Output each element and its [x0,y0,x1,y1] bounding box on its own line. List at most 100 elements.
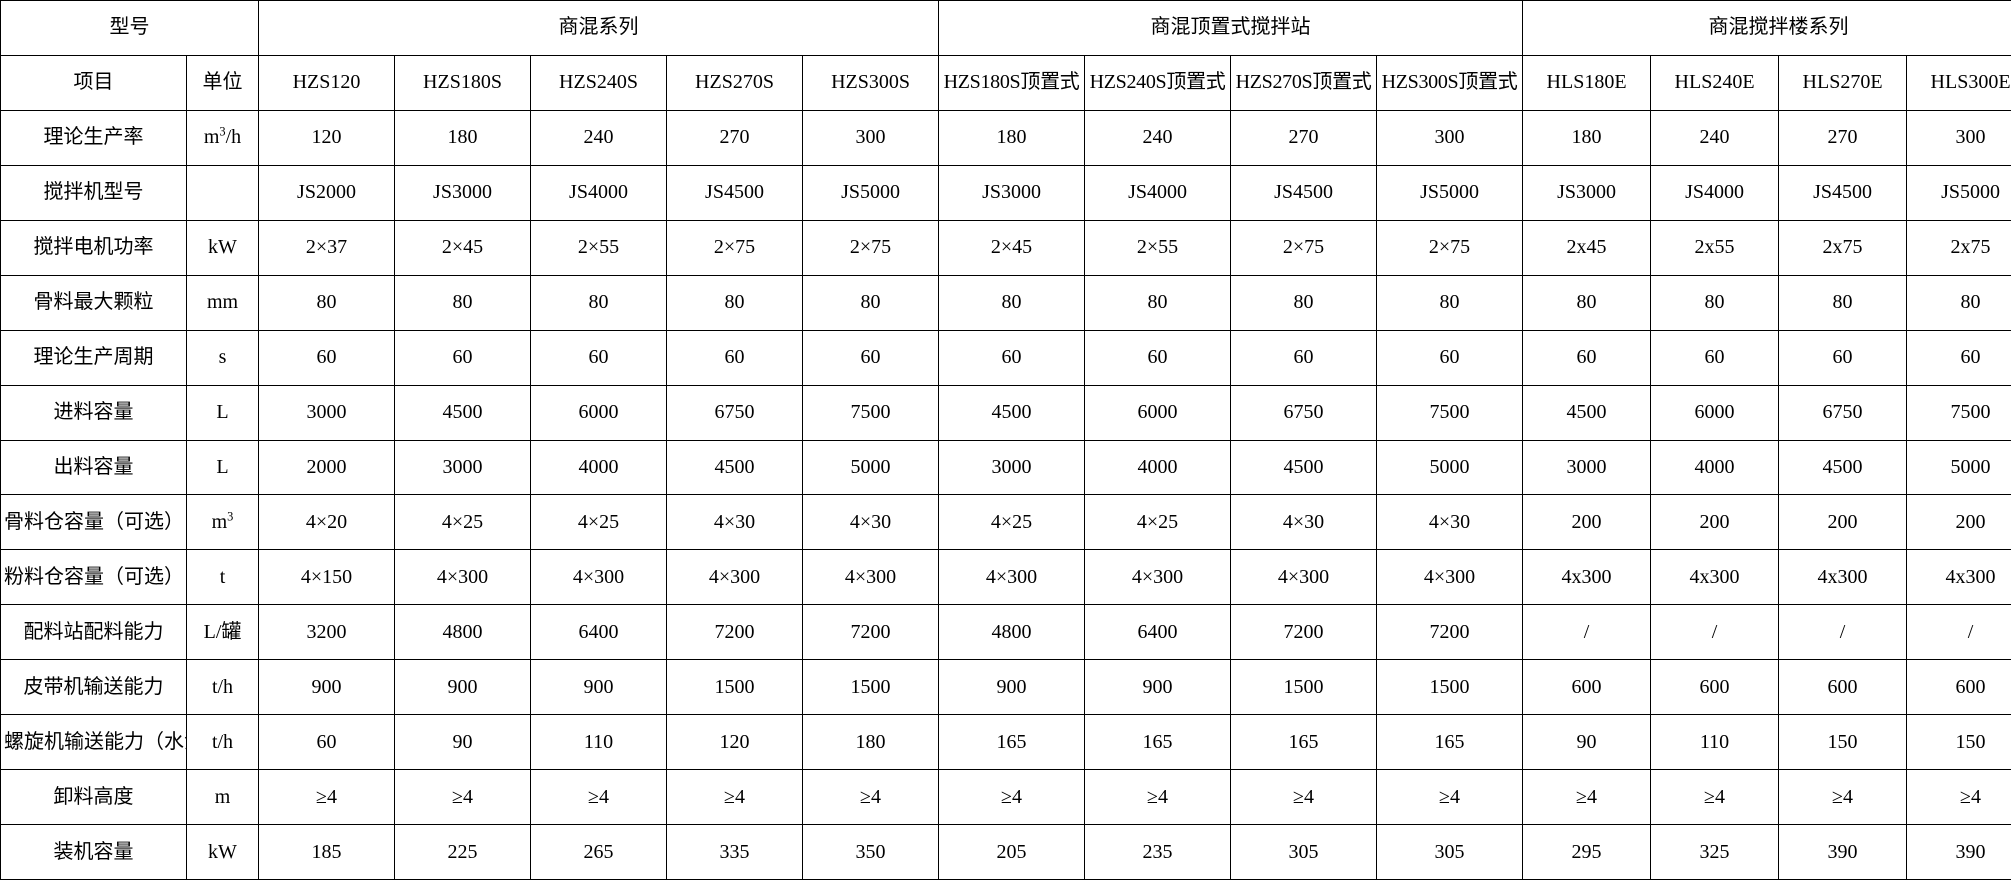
cell-hzs180s: 4500 [394,384,531,441]
cell-hzs240s顶置式: 4×25 [1084,494,1232,551]
cell-hzs300s: 7500 [801,384,940,441]
cell-hzs120: 3200 [258,604,395,661]
row-unit: t/h [186,714,259,771]
cell-hzs300s: ≥4 [801,769,940,826]
table-row: 理论生产率 m3/h 120 180 240 270 300 180 240 270 300 180 2… [0,109,2011,166]
cell-hls180e: JS3000 [1522,164,1652,221]
cell-hzs300s: 80 [801,274,940,331]
cell-hzs120: 80 [258,274,395,331]
cell-hzs180s顶置式: JS3000 [938,164,1086,221]
cell-hzs240s顶置式: 900 [1084,659,1232,716]
model-header-hzs300s: HZS300S [801,54,940,111]
cell-hzs240s顶置式: 240 [1084,109,1232,166]
model-header-hls180e: HLS180E [1522,54,1652,111]
cell-hzs240s: 6000 [530,384,667,441]
cell-hzs300s: 300 [801,109,940,166]
cell-hls240e: / [1650,604,1780,661]
cell-hls180e: / [1522,604,1652,661]
cell-hzs300s顶置式: 300 [1376,109,1524,166]
model-header-hzs180s: HZS180S [394,54,531,111]
cell-hls240e: 2x55 [1650,219,1780,276]
row-label: 理论生产率 [0,109,187,166]
table-row: 配料站配料能力 L/罐 3200 4800 6400 7200 7200 4800 6400 72… [0,604,2011,661]
cell-hls240e: 60 [1650,329,1780,386]
row-label: 理论生产周期 [0,329,187,386]
cell-hzs300s顶置式: 7500 [1376,384,1524,441]
cell-hzs240s顶置式: 60 [1084,329,1232,386]
cell-hzs270s: ≥4 [666,769,803,826]
cell-hzs300s: 5000 [801,439,940,496]
cell-hls240e: JS4000 [1650,164,1780,221]
cell-hls240e: ≥4 [1650,769,1780,826]
cell-hzs300s顶置式: 1500 [1376,659,1524,716]
cell-hzs270s顶置式: 80 [1230,274,1378,331]
cell-hls300e: 5000 [1906,439,2011,496]
cell-hls180e: 80 [1522,274,1652,331]
cell-hzs180s顶置式: 205 [938,824,1086,880]
row-label: 装机容量 [0,824,187,880]
cell-hls270e: 4500 [1778,439,1908,496]
cell-hzs180s: 4×25 [394,494,531,551]
cell-hzs240s顶置式: 6000 [1084,384,1232,441]
cell-hls180e: 600 [1522,659,1652,716]
cell-hzs180s顶置式: 4800 [938,604,1086,661]
cell-hzs240s: 2×55 [530,219,667,276]
cell-hls300e: 60 [1906,329,2011,386]
cell-hls300e: 600 [1906,659,2011,716]
cell-hzs300s顶置式: 4×300 [1376,549,1524,606]
cell-hzs240s顶置式: 80 [1084,274,1232,331]
cell-hls180e: 3000 [1522,439,1652,496]
cell-hzs120: 4×20 [258,494,395,551]
cell-hzs180s顶置式: ≥4 [938,769,1086,826]
unit-exponent: 3 [227,509,234,524]
row-label: 皮带机输送能力 [0,659,187,716]
cell-hzs240s顶置式: 4×300 [1084,549,1232,606]
cell-hzs270s顶置式: 4500 [1230,439,1378,496]
cell-hls300e: 300 [1906,109,2011,166]
cell-hls300e: ≥4 [1906,769,2011,826]
cell-hls270e: 270 [1778,109,1908,166]
cell-hzs180s顶置式: 4×300 [938,549,1086,606]
table-row: 粉料仓容量（可选） t 4×150 4×300 4×300 4×300 4×300 4×300… [0,549,2011,606]
cell-hls240e: 240 [1650,109,1780,166]
cell-hzs180s顶置式: 80 [938,274,1086,331]
cell-hls240e: 600 [1650,659,1780,716]
cell-hzs270s: 7200 [666,604,803,661]
cell-hls180e: 4500 [1522,384,1652,441]
header-unit: 单位 [186,54,259,111]
cell-hzs300s: JS5000 [801,164,940,221]
cell-hzs180s顶置式: 3000 [938,439,1086,496]
cell-hls300e: 4x300 [1906,549,2011,606]
row-unit: kW [186,219,259,276]
cell-hzs240s顶置式: 6400 [1084,604,1232,661]
cell-hzs270s顶置式: 270 [1230,109,1378,166]
cell-hzs300s顶置式: JS5000 [1376,164,1524,221]
cell-hzs180s顶置式: 180 [938,109,1086,166]
cell-hzs300s: 60 [801,329,940,386]
cell-hls180e: 180 [1522,109,1652,166]
row-unit: m3/h [186,109,259,166]
cell-hzs120: 185 [258,824,395,880]
cell-hls270e: 2x75 [1778,219,1908,276]
row-unit: m [186,769,259,826]
cell-hls180e: 4x300 [1522,549,1652,606]
cell-hzs240s: 4×300 [530,549,667,606]
corner-header-model: 型号 [0,0,259,56]
cell-hzs270s顶置式: 1500 [1230,659,1378,716]
table-row: 骨料最大颗粒 mm 80 80 80 80 80 80 80 80 80 80 80 80 80 [0,274,2011,331]
cell-hzs120: JS2000 [258,164,395,221]
cell-hzs180s: 4×300 [394,549,531,606]
cell-hzs240s顶置式: JS4000 [1084,164,1232,221]
cell-hzs180s: 90 [394,714,531,771]
table-row: 装机容量 kW 185 225 265 335 350 205 235 305 305 295 325 3… [0,824,2011,880]
model-header-hls240e: HLS240E [1650,54,1780,111]
cell-hzs180s: ≥4 [394,769,531,826]
cell-hzs270s: 80 [666,274,803,331]
cell-hzs240s: JS4000 [530,164,667,221]
cell-hzs240s: 6400 [530,604,667,661]
cell-hzs240s顶置式: 4000 [1084,439,1232,496]
cell-hzs300s: 7200 [801,604,940,661]
table-row: 骨料仓容量（可选） m3 4×20 4×25 4×25 4×30 4×30 4×25 4×25 4… [0,494,2011,551]
group-header-row: 型号 商混系列 商混顶置式搅拌站 商混搅拌楼系列 [0,0,2011,56]
